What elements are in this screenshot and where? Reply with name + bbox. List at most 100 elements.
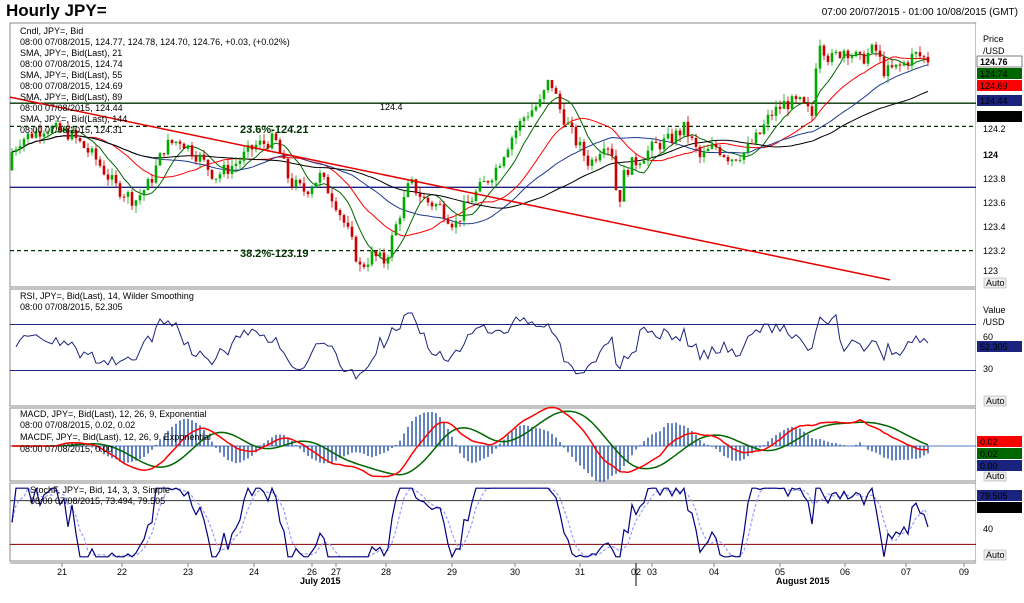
candle-body [270,133,274,149]
legend-sma55-value: 08:00 07/08/2015, 124.69 [20,81,123,91]
price-axis-title: Price [983,34,1004,44]
rsi-legend-value: 08:00 07/08/2015, 52.305 [20,302,123,312]
candle-body [630,157,634,175]
rsi-plot [10,312,976,380]
candle-body [814,68,818,116]
stoch-k-badge [977,502,1022,513]
candle-body [158,153,162,166]
stoch-legend-values: 08:00 07/08/2015, 73.494, 79.505 [30,496,165,506]
badge-sma144-text: 124.31 [980,112,1008,122]
candle-body [898,64,902,66]
candle-body [658,143,662,150]
candle-body [434,204,438,207]
candle-body [902,62,906,66]
candle-body [790,96,794,110]
candle-body [726,156,730,162]
auto-button-price[interactable] [983,277,1007,289]
price-tick: 123.4 [983,222,1006,232]
day-label: 04 [709,567,719,577]
candle-body [254,144,258,150]
candle-body [590,159,594,166]
candle-body [634,157,638,166]
candle-body [226,164,230,174]
candle-body [738,159,742,161]
candle-body [382,252,386,264]
stoch-d-badge [977,490,1022,501]
legend-sma89-value: 08:00 07/08/2015, 124.44 [20,103,123,113]
candle-body [10,152,14,171]
candle-body [274,133,278,141]
day-label: 26 [307,567,317,577]
candle-body [870,44,874,53]
candle-body [662,138,666,150]
macdf-badge-text: 0.00 [980,461,998,471]
candle-body [98,159,102,166]
auto-button-macd[interactable] [983,471,1007,482]
candle-body [554,88,558,94]
candle-body [894,64,898,68]
candle-body [38,131,42,137]
candle-body [354,236,358,262]
candle-body [710,144,714,149]
legend-sma55: SMA, JPY=, Bid(Last), 55 [20,70,122,80]
auto-button-stoch-label: Auto [986,550,1005,560]
candle-body [526,116,530,118]
stoch-d-badge-text: 79.505 [980,491,1008,501]
legend-sma144-value: 08:00 07/08/2015, 124.31 [20,125,123,135]
price-tick: 123.2 [983,246,1006,256]
candle-body [606,148,610,150]
candle-body [394,224,398,236]
candle-body [682,121,686,136]
month-label-july: July 2015 [300,576,341,586]
macdf-badge [977,460,1022,471]
rsi-panel [9,288,977,407]
candle-body [330,193,334,202]
price-axis-unit: /USD [983,46,1005,56]
candle-body [62,128,66,131]
candle-body [210,169,214,179]
candle-body [538,99,542,107]
candle-body [314,182,318,188]
level-labels: 124.4 23.6%-124.21 38.2%-123.19 [240,102,403,260]
candle-body [686,121,690,137]
candle-body [318,172,322,183]
candle-body [858,51,862,54]
candle-body [438,204,442,206]
candle-body [106,174,110,180]
candle-body [770,114,774,116]
candle-body [94,148,98,160]
candle-body [878,50,882,57]
candle-body [350,226,354,237]
candle-body [626,170,630,175]
candle-body [190,145,194,157]
candle-body [182,143,186,149]
candle-body [530,110,534,117]
fib-236-label: 23.6%-124.21 [240,124,309,136]
candle-body [278,140,282,154]
candle-body [794,96,798,100]
candle-body [18,145,22,150]
day-label: 30 [510,567,520,577]
candle-body [366,264,370,267]
candle-body [534,106,538,111]
candle-body [922,56,926,58]
candle-body [178,141,182,144]
moving-averages [11,53,929,261]
macdf-legend-value: 08:00 07/08/2015, 0.00 [20,444,113,454]
candle-body [642,160,646,164]
candle-body [442,204,446,219]
candle-body [762,124,766,134]
auto-button-rsi[interactable] [983,395,1007,407]
candle-body [838,51,842,58]
auto-button-stoch[interactable] [983,549,1007,561]
candle-body [718,147,722,156]
candle-body [906,62,910,66]
legend-cndl: Cndl, JPY=, Bid [20,26,83,36]
candle-body [266,143,270,149]
candle-body [542,90,546,100]
candle-body [874,44,878,51]
candle-body [246,145,250,152]
macd-signal-line [12,410,929,476]
candle-body [66,128,70,140]
candle-body [498,166,502,168]
